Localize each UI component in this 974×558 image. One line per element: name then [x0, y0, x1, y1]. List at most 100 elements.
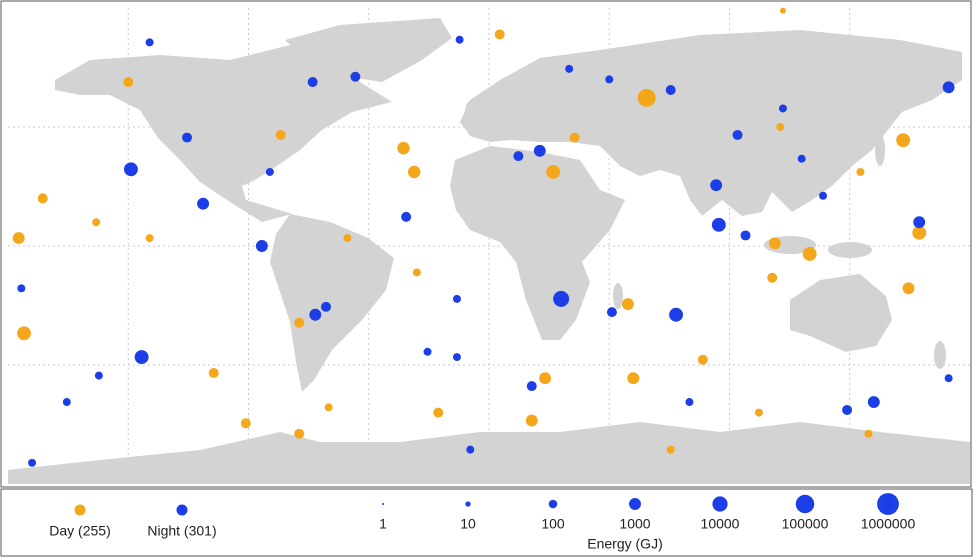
event-dot — [412, 268, 421, 277]
size-label: 100 — [541, 516, 565, 532]
legend-swatch — [176, 504, 188, 516]
event-dot — [802, 246, 817, 261]
event-dot — [896, 133, 911, 148]
event-dot — [768, 237, 781, 250]
event-dot — [240, 418, 251, 429]
event-dot — [525, 414, 538, 427]
event-dot — [62, 398, 71, 407]
event-dot — [797, 154, 806, 163]
event-dot — [627, 372, 640, 385]
event-dot — [275, 129, 286, 140]
event-dot — [307, 77, 318, 88]
event-dot — [17, 284, 26, 293]
event-dot — [778, 104, 787, 113]
size-label: 1000 — [619, 516, 650, 532]
event-dot — [842, 404, 853, 415]
event-dot — [265, 167, 274, 176]
australia — [790, 274, 892, 352]
size-title: Energy (GJ) — [587, 536, 662, 552]
size-key — [629, 498, 641, 510]
greenland — [285, 18, 452, 82]
event-dot — [944, 374, 953, 383]
event-dot — [294, 428, 305, 439]
event-dot — [494, 29, 505, 40]
event-dot — [134, 350, 149, 365]
event-dot — [546, 165, 561, 179]
event-dot — [145, 38, 154, 47]
event-dot — [740, 230, 751, 241]
event-dot — [208, 367, 219, 378]
event-dot — [819, 191, 828, 200]
event-dot — [606, 307, 617, 318]
event-dot — [17, 326, 31, 341]
event-dot — [123, 77, 134, 88]
size-key — [795, 494, 815, 514]
event-dot — [28, 458, 37, 467]
event-dot — [779, 7, 786, 14]
size-key — [382, 503, 384, 505]
event-dot — [452, 294, 461, 303]
event-dot — [565, 64, 574, 73]
event-dot — [685, 398, 694, 407]
antarctica — [8, 422, 970, 484]
event-dot — [553, 290, 570, 307]
event-dot — [324, 403, 333, 412]
japan — [875, 134, 885, 166]
event-dot — [37, 193, 48, 204]
new-guinea — [828, 242, 872, 258]
event-dot — [294, 317, 305, 328]
event-dot — [776, 123, 785, 131]
event-dot — [343, 234, 352, 243]
event-dot — [350, 71, 361, 82]
event-dot — [710, 179, 723, 192]
event-dot — [397, 141, 410, 155]
event-dot — [513, 151, 524, 162]
size-label: 1 — [379, 516, 387, 532]
event-dot — [182, 132, 193, 143]
land — [8, 18, 970, 484]
britain — [465, 100, 479, 124]
event-dot — [423, 347, 432, 356]
event-dot — [637, 88, 656, 107]
event-dot — [321, 301, 331, 312]
event-dot — [309, 308, 322, 321]
size-label: 100000 — [782, 516, 829, 532]
event-dot — [605, 75, 614, 84]
size-label: 1000000 — [861, 516, 916, 532]
event-dot — [666, 445, 675, 454]
event-dot — [433, 407, 444, 418]
north-america — [55, 45, 392, 222]
event-dot — [913, 216, 926, 229]
event-dot — [255, 240, 268, 252]
event-dot — [622, 298, 634, 311]
event-dot — [697, 354, 708, 365]
event-dot — [94, 371, 103, 380]
event-dot — [767, 272, 778, 283]
event-dot — [665, 84, 676, 95]
event-dot — [864, 429, 873, 438]
event-dot — [123, 162, 138, 177]
legend-swatch — [74, 504, 86, 516]
event-dot — [732, 129, 743, 140]
event-dot — [942, 81, 955, 94]
event-dot — [867, 396, 880, 408]
africa — [450, 146, 625, 340]
event-dot — [455, 35, 464, 44]
event-dot — [526, 381, 537, 392]
size-key — [712, 496, 728, 512]
legend-label: Day (255) — [49, 523, 110, 539]
event-dot — [533, 144, 546, 157]
legend-label: Night (301) — [147, 523, 216, 539]
event-dot — [145, 234, 154, 243]
south-america — [270, 214, 394, 392]
size-key — [548, 499, 558, 509]
event-dot — [197, 197, 210, 210]
event-dot — [407, 165, 421, 179]
event-dot — [452, 353, 461, 362]
event-dot — [711, 217, 726, 232]
event-dot — [401, 211, 412, 222]
event-dot — [669, 307, 683, 322]
eurasia — [460, 30, 962, 216]
event-dot — [466, 445, 475, 454]
